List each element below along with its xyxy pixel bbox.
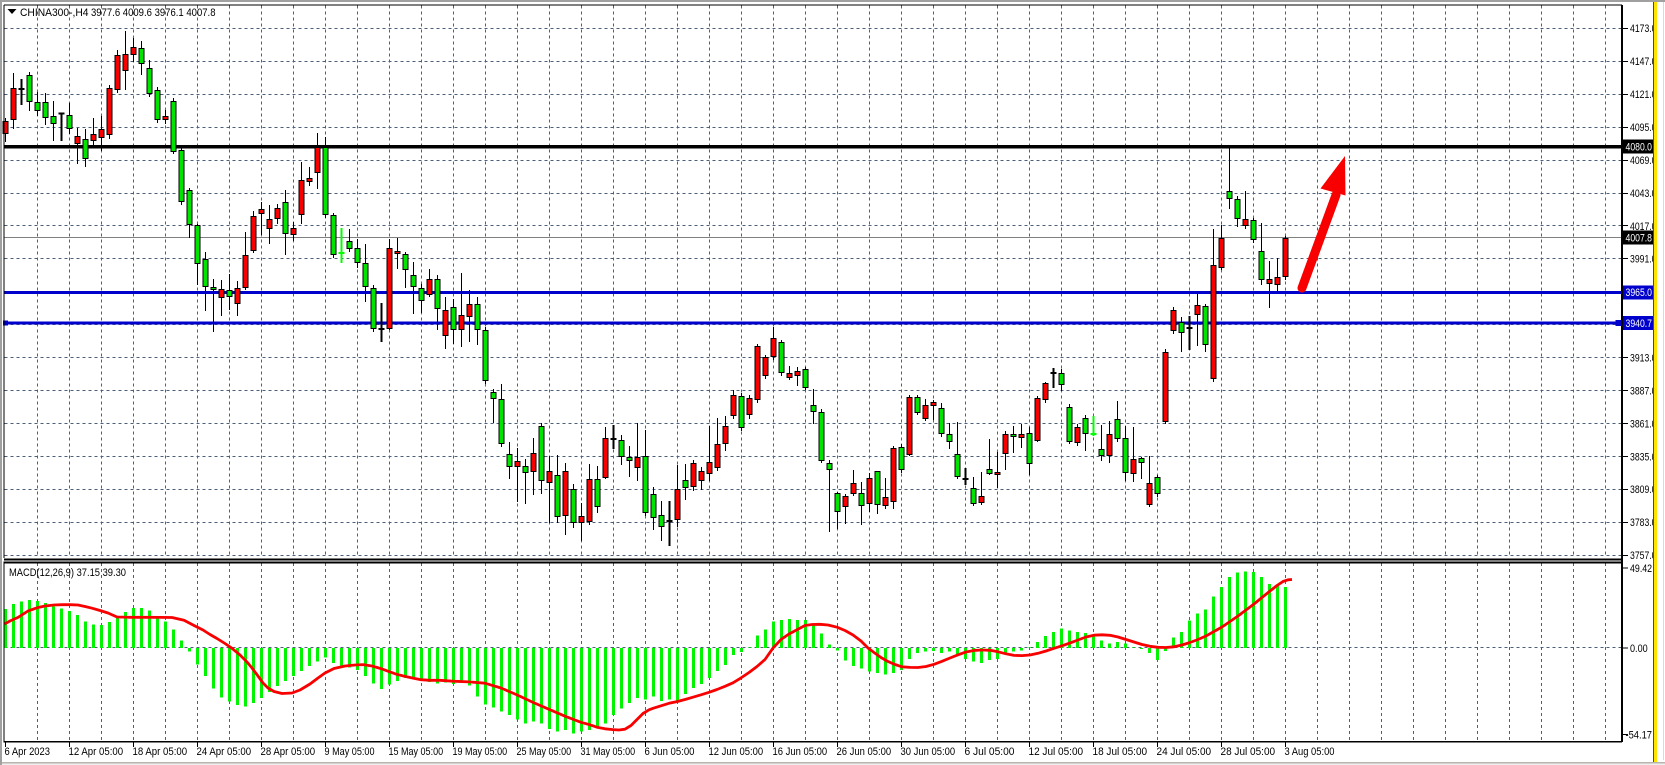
svg-text:19 May 05:00: 19 May 05:00 [453, 746, 508, 758]
svg-text:9 May 05:00: 9 May 05:00 [325, 746, 375, 758]
svg-text:4069.0: 4069.0 [1630, 155, 1657, 167]
svg-text:26 Jun 05:00: 26 Jun 05:00 [837, 746, 892, 758]
svg-text:3809.0: 3809.0 [1630, 484, 1657, 496]
svg-text:3 Aug 05:00: 3 Aug 05:00 [1285, 746, 1335, 758]
svg-text:24 Apr 05:00: 24 Apr 05:00 [197, 746, 252, 758]
svg-text:3757.0: 3757.0 [1630, 550, 1657, 562]
svg-text:3977.6 4009.6 3976.1 4007.8: 3977.6 4009.6 3976.1 4007.8 [91, 7, 216, 19]
svg-text:16 Jun 05:00: 16 Jun 05:00 [773, 746, 828, 758]
svg-text:6 Apr 2023: 6 Apr 2023 [5, 746, 51, 758]
svg-text:18 Jul 05:00: 18 Jul 05:00 [1093, 746, 1148, 758]
svg-text:12 Jun 05:00: 12 Jun 05:00 [709, 746, 764, 758]
svg-text:6 Jun 05:00: 6 Jun 05:00 [645, 746, 695, 758]
svg-text:0.00: 0.00 [1630, 643, 1648, 655]
svg-text:31 May 05:00: 31 May 05:00 [581, 746, 636, 758]
svg-text:4147.0: 4147.0 [1630, 56, 1657, 68]
svg-text:49.42: 49.42 [1630, 563, 1652, 575]
svg-text:4017.0: 4017.0 [1630, 221, 1657, 233]
svg-text:3835.0: 3835.0 [1630, 451, 1657, 463]
svg-text:3783.0: 3783.0 [1630, 517, 1657, 529]
svg-text:18 Apr 05:00: 18 Apr 05:00 [133, 746, 188, 758]
svg-text:28 Jul 05:00: 28 Jul 05:00 [1221, 746, 1276, 758]
svg-text:12 Jul 05:00: 12 Jul 05:00 [1029, 746, 1084, 758]
svg-text:4095.0: 4095.0 [1630, 122, 1657, 134]
svg-text:3913.0: 3913.0 [1630, 353, 1657, 365]
svg-text:-54.17: -54.17 [1626, 729, 1653, 741]
svg-text:4007.8: 4007.8 [1626, 232, 1653, 244]
svg-text:CHINA300-,H4: CHINA300-,H4 [20, 7, 89, 19]
svg-text:24 Jul 05:00: 24 Jul 05:00 [1157, 746, 1212, 758]
svg-text:3965.0: 3965.0 [1626, 287, 1653, 299]
svg-text:4121.0: 4121.0 [1630, 89, 1657, 101]
svg-text:3940.7: 3940.7 [1626, 318, 1653, 330]
svg-text:MACD(12,26,9) 37.15 39.30: MACD(12,26,9) 37.15 39.30 [9, 567, 126, 579]
svg-text:30 Jun 05:00: 30 Jun 05:00 [901, 746, 956, 758]
svg-text:12 Apr 05:00: 12 Apr 05:00 [69, 746, 124, 758]
svg-text:28 Apr 05:00: 28 Apr 05:00 [261, 746, 316, 758]
svg-text:6 Jul 05:00: 6 Jul 05:00 [965, 746, 1015, 758]
svg-text:3887.0: 3887.0 [1630, 385, 1657, 397]
svg-text:25 May 05:00: 25 May 05:00 [517, 746, 572, 758]
svg-text:4043.0: 4043.0 [1630, 188, 1657, 200]
svg-text:3861.0: 3861.0 [1630, 418, 1657, 430]
svg-text:4080.0: 4080.0 [1626, 141, 1653, 153]
svg-text:3991.0: 3991.0 [1630, 254, 1657, 266]
svg-text:4173.0: 4173.0 [1630, 23, 1657, 35]
svg-text:15 May 05:00: 15 May 05:00 [389, 746, 444, 758]
